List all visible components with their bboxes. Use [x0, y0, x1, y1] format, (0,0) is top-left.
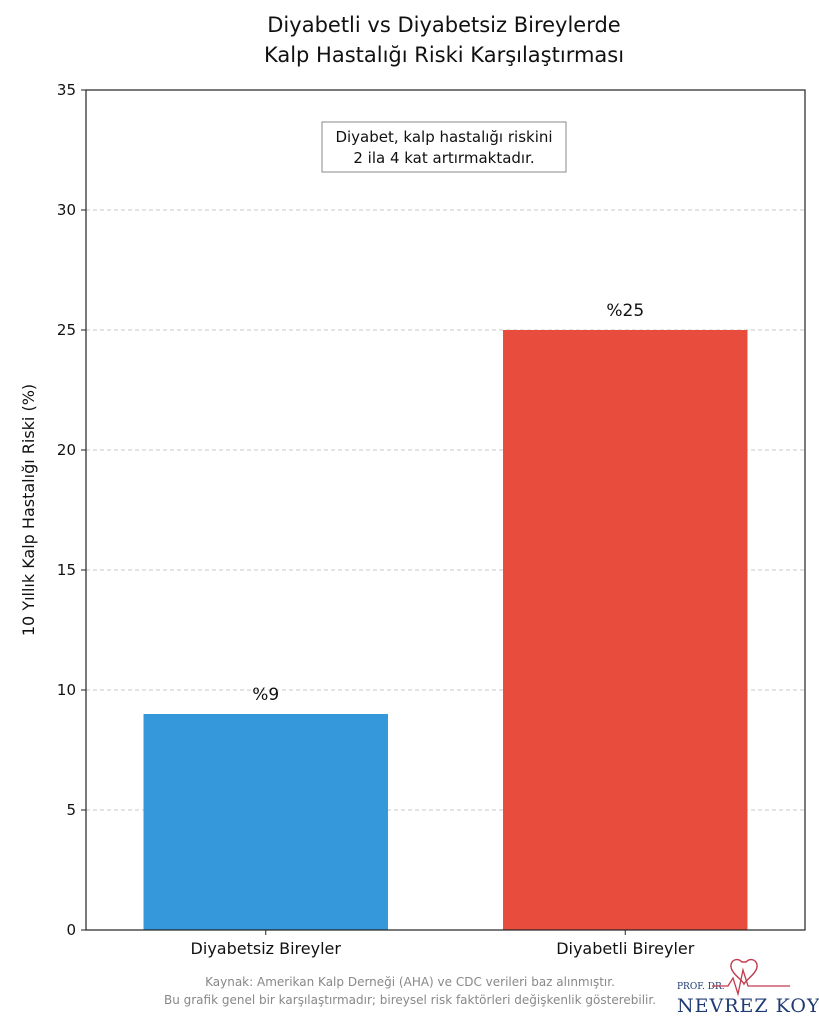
bar-labels: %9 %25: [252, 301, 644, 705]
annotation-line2: 2 ila 4 kat artırmaktadır.: [353, 149, 534, 167]
y-tick-label: 25: [57, 321, 76, 339]
chart-title-line1: Diyabetli vs Diyabetsiz Bireylerde: [267, 13, 620, 37]
chart-title-line2: Kalp Hastalığı Riski Karşılaştırması: [264, 43, 624, 67]
y-tick-label: 30: [57, 201, 76, 219]
gridlines: [86, 209, 805, 811]
logo: PROF. DR. NEVREZ KOYLAN: [677, 958, 819, 1017]
y-tick-label: 5: [66, 801, 76, 819]
heart-icon: [730, 958, 758, 986]
y-tick-label: 35: [57, 81, 76, 99]
source-line2: Bu grafik genel bir karşılaştırmadır; bi…: [164, 993, 656, 1007]
x-ticks: Diyabetsiz Bireyler Diyabetli Bireyler: [191, 930, 695, 958]
source-line1: Kaynak: Amerikan Kalp Derneği (AHA) ve C…: [205, 975, 615, 989]
bars: [143, 330, 748, 930]
annotation-box: Diyabet, kalp hastalığı riskini 2 ila 4 …: [321, 121, 567, 173]
y-tick-label: 20: [57, 441, 76, 459]
annotation-line1: Diyabet, kalp hastalığı riskini: [335, 128, 552, 146]
y-tick-label: 15: [57, 561, 76, 579]
y-ticks: 0 5 10 15 20 25 30 35: [57, 81, 86, 939]
bar: [143, 714, 388, 930]
bar-value-label: %25: [606, 301, 644, 321]
x-tick-label: Diyabetli Bireyler: [556, 939, 695, 958]
ecg-line-icon: [712, 967, 790, 997]
bar-value-label: %9: [252, 685, 279, 705]
y-tick-label: 10: [57, 681, 76, 699]
y-tick-label: 0: [66, 921, 76, 939]
y-axis-label: 10 Yıllık Kalp Hastalığı Riski (%): [19, 384, 38, 636]
logo-name: NEVREZ KOYLAN: [677, 995, 819, 1017]
logo-prefix: PROF. DR.: [677, 982, 725, 992]
x-tick-label: Diyabetsiz Bireyler: [191, 939, 342, 958]
annotation-frame: [321, 121, 567, 173]
bar: [503, 330, 748, 930]
plot-frame: [85, 89, 806, 931]
